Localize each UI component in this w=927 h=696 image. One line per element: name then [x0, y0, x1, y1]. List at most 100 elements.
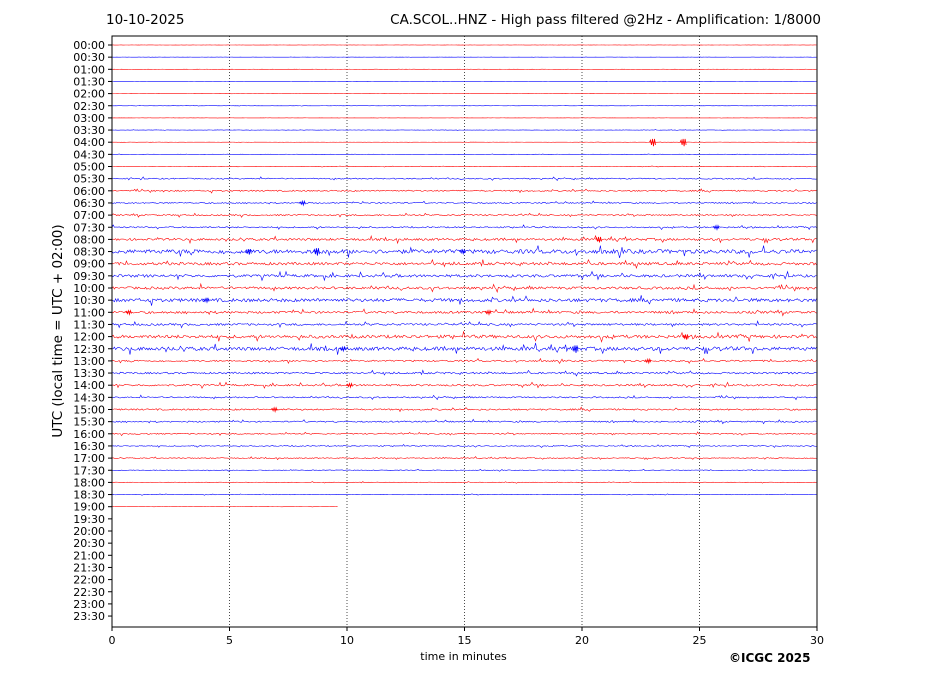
seismic-event [644, 357, 652, 365]
trace-1100 [111, 307, 817, 317]
x-tick-label: 5 [226, 634, 233, 647]
seismic-event [682, 334, 689, 340]
y-tick-label: 21:00 [73, 549, 105, 562]
seismic-event [125, 309, 132, 316]
x-axis-ticks: 0 5 10 15 20 25 30 [109, 627, 824, 647]
trace-1530 [111, 418, 817, 425]
trace-0230 [111, 105, 817, 107]
seismic-event [649, 138, 656, 147]
y-tick-label: 07:00 [73, 209, 105, 222]
y-tick-label: 03:00 [73, 112, 105, 125]
y-tick-label: 06:30 [73, 197, 105, 210]
y-tick-label: 15:30 [73, 416, 105, 429]
y-tick-label: 23:00 [73, 598, 105, 611]
trace-1130 [111, 320, 817, 329]
y-tick-label: 13:00 [73, 355, 105, 368]
trace-1330 [111, 369, 817, 377]
trace-1700 [111, 456, 817, 461]
y-tick-label: 19:30 [73, 513, 105, 526]
copyright-credit: ©ICGC 2025 [729, 651, 811, 665]
trace-0900 [111, 258, 817, 269]
x-axis-label: time in minutes [420, 650, 507, 663]
y-tick-label: 18:30 [73, 489, 105, 502]
seismic-event [346, 382, 353, 389]
y-tick-label: 02:30 [73, 100, 105, 113]
trace-0430 [112, 153, 817, 156]
trace-0800 [111, 234, 817, 245]
y-tick-label: 10:00 [73, 282, 105, 295]
y-tick-label: 00:30 [73, 51, 105, 64]
y-tick-label: 14:00 [73, 379, 105, 392]
trace-1000 [111, 282, 817, 293]
trace-1030 [111, 295, 817, 306]
x-tick-label: 25 [693, 634, 707, 647]
y-tick-label: 10:30 [73, 294, 105, 307]
y-tick-label: 15:00 [73, 404, 105, 417]
y-tick-label: 17:30 [73, 464, 105, 477]
y-tick-label: 17:00 [73, 452, 105, 465]
seismic-event [458, 248, 466, 256]
y-axis-label: UTC (local time = UTC + 02:00) [50, 224, 66, 438]
trace-0530 [111, 176, 817, 181]
y-tick-label: 12:00 [73, 331, 105, 344]
trace-0500 [111, 165, 817, 168]
trace-1430 [111, 394, 817, 401]
trace-1200 [111, 331, 817, 343]
trace-0930 [111, 270, 817, 282]
plot-frame [111, 35, 818, 628]
y-tick-label: 22:30 [73, 586, 105, 599]
trace-0330 [111, 129, 817, 131]
y-tick-label: 06:00 [73, 185, 105, 198]
y-tick-label: 22:00 [73, 574, 105, 587]
y-tick-label: 04:30 [73, 148, 105, 161]
seismic-event [571, 345, 579, 353]
trace-0100 [111, 68, 817, 70]
date-label: 10-10-2025 [106, 12, 185, 28]
x-tick-label: 15 [458, 634, 472, 647]
trace-1830 [111, 493, 817, 496]
trace-1630 [111, 443, 817, 448]
y-tick-label: 19:00 [73, 501, 105, 514]
y-tick-label: 08:30 [73, 246, 105, 259]
y-tick-label: 09:30 [73, 270, 105, 283]
y-tick-label: 11:30 [73, 318, 105, 331]
y-tick-label: 01:00 [73, 63, 105, 76]
y-tick-label: 08:00 [73, 233, 105, 246]
trace-0630 [111, 200, 817, 205]
seismic-event [299, 199, 306, 207]
trace-1400 [111, 381, 817, 389]
seismic-event [202, 297, 210, 304]
seismic-event [679, 138, 687, 147]
y-tick-label: 03:30 [73, 124, 105, 137]
seismic-event [339, 345, 346, 353]
seismic-traces [111, 44, 817, 508]
y-tick-label: 07:30 [73, 221, 105, 234]
y-axis-ticks: 00:0000:3001:0001:3002:0002:3003:0003:30… [73, 39, 112, 623]
trace-1230 [111, 342, 817, 355]
y-tick-label: 20:30 [73, 537, 105, 550]
chart-title: CA.SCOL..HNZ - High pass filtered @2Hz -… [390, 12, 821, 28]
y-tick-label: 11:00 [73, 306, 105, 319]
x-tick-label: 20 [575, 634, 589, 647]
y-tick-label: 04:00 [73, 136, 105, 149]
trace-1500 [111, 406, 817, 413]
y-tick-label: 01:30 [73, 75, 105, 88]
seismic-event [712, 224, 720, 231]
trace-0700 [111, 212, 817, 218]
seismic-event [313, 248, 320, 256]
seismic-event [595, 236, 602, 243]
trace-0600 [111, 188, 817, 194]
y-tick-label: 14:30 [73, 391, 105, 404]
y-tick-label: 09:00 [73, 258, 105, 271]
trace-1800 [111, 481, 817, 484]
y-tick-label: 20:00 [73, 525, 105, 538]
seismic-event [484, 309, 492, 316]
y-tick-label: 16:00 [73, 428, 105, 441]
y-tick-label: 13:30 [73, 367, 105, 380]
y-tick-label: 00:00 [73, 39, 105, 52]
y-tick-label: 21:30 [73, 561, 105, 574]
seismic-event [270, 406, 278, 414]
trace-1730 [111, 468, 817, 472]
y-tick-label: 05:30 [73, 173, 105, 186]
